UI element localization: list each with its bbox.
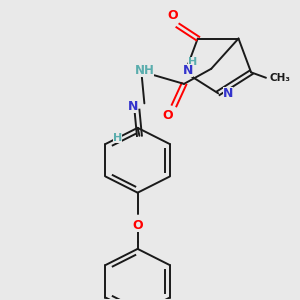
- Text: H: H: [188, 56, 197, 67]
- Text: O: O: [132, 219, 143, 232]
- Text: CH₃: CH₃: [269, 73, 290, 83]
- Text: N: N: [182, 64, 193, 77]
- Text: H: H: [112, 133, 122, 143]
- Text: NH: NH: [134, 64, 154, 77]
- Text: O: O: [163, 109, 173, 122]
- Text: N: N: [223, 87, 233, 100]
- Text: O: O: [168, 9, 178, 22]
- Text: N: N: [128, 100, 138, 113]
